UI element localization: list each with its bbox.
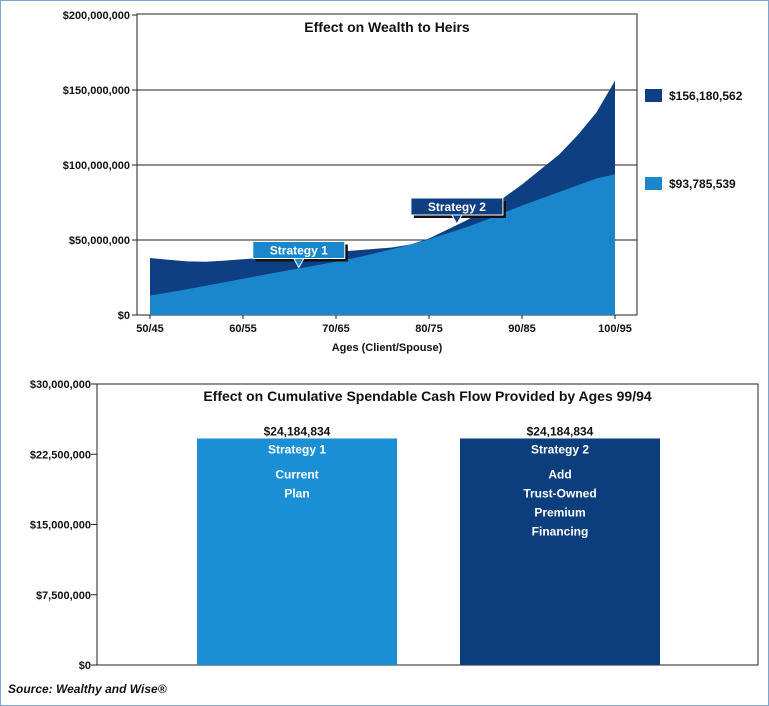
bar-y-tick-label: $15,000,000 <box>30 520 91 532</box>
bar-strategy-1-text-line: Current <box>275 467 318 481</box>
bar-chart-title: Effect on Cumulative Spendable Cash Flow… <box>203 388 652 404</box>
bar-strategy-2-value-label: $24,184,834 <box>527 424 594 438</box>
bar-y-tick-label: $22,500,000 <box>30 449 91 461</box>
bar-strategy-1 <box>197 438 397 665</box>
area-chart-title: Effect on Wealth to Heirs <box>304 19 470 35</box>
area-x-tick-label: 90/85 <box>508 323 536 335</box>
area-series-strategy-1 <box>150 174 615 315</box>
legend-swatch-strategy-2 <box>645 89 662 102</box>
legend-label-strategy-2: $156,180,562 <box>669 89 743 103</box>
bar-y-tick-label: $7,500,000 <box>36 590 91 602</box>
area-x-axis-label: Ages (Client/Spouse) <box>332 342 443 354</box>
area-y-tick-label: $50,000,000 <box>69 235 130 247</box>
area-x-tick-label: 100/95 <box>598 323 632 335</box>
area-x-tick-label: 60/55 <box>229 323 257 335</box>
bar-strategy-2-text-line: Financing <box>532 524 589 538</box>
callout-strategy-2-label: Strategy 2 <box>428 200 486 214</box>
source-note: Source: Wealthy and Wise® <box>8 682 167 696</box>
legend-label-strategy-1: $93,785,539 <box>669 177 736 191</box>
area-x-tick-label: 70/65 <box>322 323 350 335</box>
bar-strategy-2-text-line: Premium <box>534 505 585 519</box>
bar-strategy-1-text-line: Strategy 1 <box>268 442 326 456</box>
area-y-tick-label: $100,000,000 <box>63 160 130 172</box>
bar-y-tick-label: $0 <box>79 660 91 672</box>
bar-strategy-2-text-line: Strategy 2 <box>531 442 589 456</box>
legend-swatch-strategy-1 <box>645 177 662 190</box>
bar-strategy-2-text-line: Trust-Owned <box>523 486 596 500</box>
callout-strategy-1-label: Strategy 1 <box>270 244 328 258</box>
area-y-tick-label: $0 <box>118 310 130 322</box>
callout-strategy-1-box <box>252 241 346 259</box>
bar-strategy-2-text-line: Add <box>548 467 571 481</box>
area-x-tick-label: 50/45 <box>136 323 164 335</box>
area-y-tick-label: $150,000,000 <box>63 85 130 97</box>
area-y-tick-label: $200,000,000 <box>63 10 130 22</box>
bar-strategy-1-value-label: $24,184,834 <box>264 424 331 438</box>
callout-strategy-2-box <box>410 197 504 216</box>
area-x-tick-label: 80/75 <box>415 323 443 335</box>
bar-strategy-2 <box>460 438 660 665</box>
bar-strategy-1-text-line: Plan <box>284 486 309 500</box>
bar-y-tick-label: $30,000,000 <box>30 379 91 391</box>
